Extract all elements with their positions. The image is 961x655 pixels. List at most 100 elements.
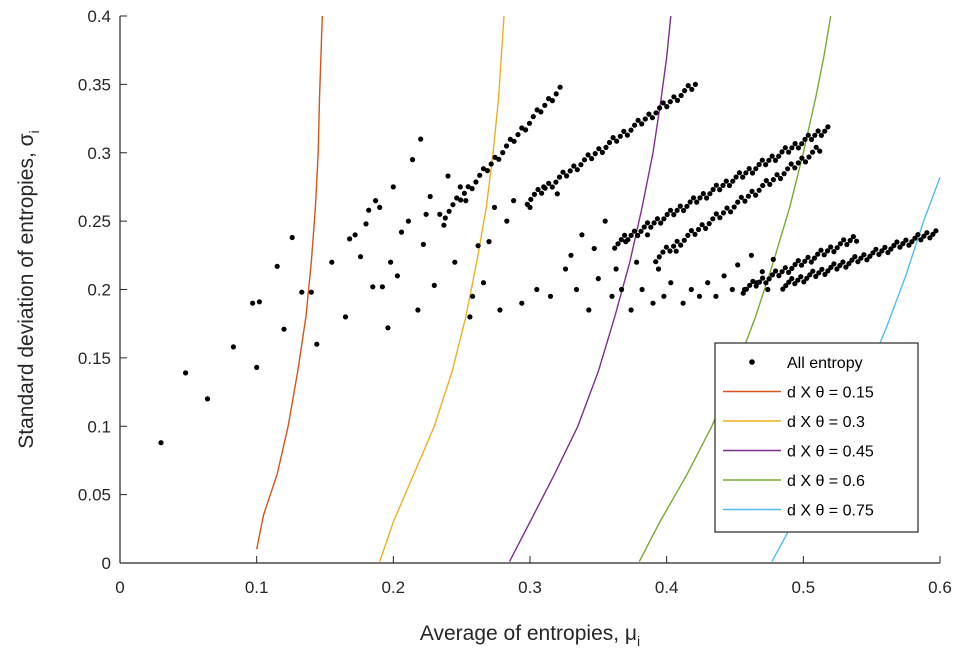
data-point	[888, 246, 894, 252]
data-point	[618, 237, 624, 243]
data-point	[776, 273, 782, 279]
data-point	[394, 273, 400, 279]
data-point	[651, 220, 657, 226]
data-point	[549, 184, 555, 190]
y-tick-label: 0.35	[78, 75, 111, 94]
series-line-2	[379, 15, 505, 562]
data-point	[740, 290, 746, 296]
data-point	[352, 232, 358, 238]
data-point	[664, 211, 670, 218]
data-point	[461, 190, 467, 196]
data-point	[710, 186, 716, 193]
data-point	[480, 166, 487, 172]
data-point	[795, 145, 802, 151]
data-point	[654, 216, 661, 222]
data-point	[852, 254, 858, 260]
data-point	[802, 258, 808, 264]
data-point	[535, 186, 541, 193]
y-tick-label: 0	[102, 554, 111, 573]
data-point	[564, 173, 570, 179]
data-point	[465, 184, 471, 190]
data-point	[390, 184, 396, 190]
data-point	[603, 144, 609, 150]
data-point	[707, 191, 713, 197]
data-point	[742, 198, 748, 204]
data-point	[769, 272, 776, 278]
data-point	[736, 170, 743, 176]
data-point	[467, 314, 473, 320]
data-point	[648, 224, 654, 230]
data-point	[786, 269, 792, 275]
data-point	[786, 279, 792, 285]
data-point	[804, 275, 810, 281]
legend-label: d X θ = 0.15	[787, 385, 874, 402]
data-point	[897, 244, 903, 250]
data-point	[688, 286, 694, 293]
data-point	[789, 276, 795, 282]
data-point	[695, 226, 702, 233]
data-point	[470, 293, 476, 299]
y-tick-label: 0.4	[87, 7, 111, 26]
data-point	[674, 97, 681, 103]
data-point	[717, 215, 723, 221]
data-point	[841, 237, 847, 243]
data-point	[678, 242, 684, 248]
legend-label: d X θ = 0.3	[787, 414, 865, 431]
data-point	[782, 145, 788, 151]
x-tick-label: 0	[115, 578, 124, 597]
data-point	[912, 235, 918, 241]
data-point	[538, 109, 544, 115]
data-point	[655, 266, 662, 272]
data-point	[469, 186, 475, 192]
x-tick-label: 0.1	[245, 578, 269, 597]
data-point	[813, 144, 819, 150]
data-point	[687, 199, 693, 205]
data-point	[772, 157, 779, 163]
data-point	[713, 293, 719, 299]
data-point	[437, 211, 443, 217]
data-point	[446, 208, 452, 214]
data-point	[730, 178, 736, 184]
data-point	[806, 154, 812, 160]
y-axis-label-subscript: i	[26, 130, 42, 133]
data-point	[427, 193, 433, 200]
data-point	[807, 272, 813, 278]
data-point	[500, 150, 506, 156]
data-point	[760, 182, 766, 189]
y-tick-label: 0.15	[78, 349, 111, 368]
data-point	[688, 228, 695, 234]
data-point	[847, 237, 853, 244]
data-point	[158, 440, 164, 446]
data-point	[624, 132, 631, 138]
x-tick-label: 0.5	[792, 578, 816, 597]
data-point	[765, 286, 771, 293]
data-point	[638, 228, 644, 234]
data-point	[818, 132, 825, 138]
data-point	[792, 165, 798, 171]
data-point	[639, 121, 645, 127]
data-point	[735, 199, 741, 205]
x-tick-label: 0.4	[655, 578, 679, 597]
data-point	[704, 195, 710, 201]
data-point	[477, 172, 483, 178]
data-point	[685, 83, 691, 89]
data-point	[801, 279, 807, 285]
data-point	[749, 170, 756, 176]
data-point	[786, 149, 792, 155]
data-point	[650, 300, 656, 306]
data-point	[927, 235, 933, 241]
data-point	[642, 116, 648, 122]
data-point	[480, 280, 487, 286]
data-point	[347, 236, 353, 242]
data-point	[873, 246, 879, 252]
data-point	[450, 202, 456, 208]
data-point	[721, 273, 727, 279]
data-point	[673, 248, 679, 254]
data-point	[760, 275, 766, 281]
data-point	[903, 237, 909, 243]
data-point	[782, 265, 788, 271]
data-point	[924, 230, 930, 236]
data-point	[519, 300, 525, 306]
x-axis-label-subscript: i	[637, 633, 640, 649]
x-axis-label-text: Average of entropies, μ	[420, 622, 637, 645]
